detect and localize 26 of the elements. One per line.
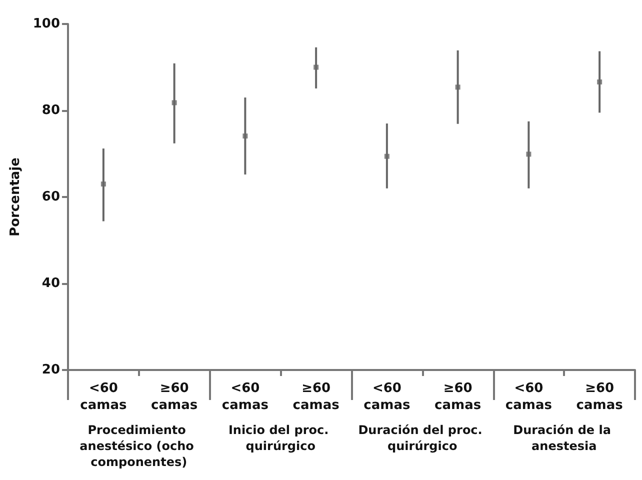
x-tick-label: ≥60 camas bbox=[434, 381, 482, 413]
x-tick-label: <60 camas bbox=[222, 381, 269, 413]
x-tick-label: <60 camas bbox=[505, 381, 552, 413]
point bbox=[526, 152, 532, 157]
text: Duración del proc. quirúrgico bbox=[358, 423, 487, 453]
point bbox=[242, 134, 248, 139]
point bbox=[100, 182, 106, 187]
point bbox=[172, 100, 177, 106]
y-tick-label: 20 bbox=[42, 362, 60, 378]
x-tick-label: <60 camas bbox=[364, 381, 410, 413]
y-axis-title: Porcentaje bbox=[8, 157, 23, 236]
point bbox=[455, 84, 460, 90]
y-tick-label: 40 bbox=[42, 276, 60, 291]
text: Duración de la anestesia bbox=[513, 423, 616, 453]
y-tick-label: 60 bbox=[42, 190, 60, 204]
text: Procedimiento anestésico (ocho componentes) bbox=[80, 423, 198, 469]
point bbox=[384, 154, 390, 159]
x-tick-label: ≥60 camas bbox=[292, 381, 340, 413]
x-tick-label: <60 camas bbox=[80, 381, 127, 413]
point bbox=[597, 79, 602, 84]
point bbox=[314, 64, 319, 70]
y-tick-label: 80 bbox=[42, 103, 60, 118]
y-tick-label: 100 bbox=[32, 16, 60, 32]
x-tick-label: ≥60 camas bbox=[576, 381, 624, 413]
x-tick-label: ≥60 camas bbox=[151, 381, 198, 413]
text: Inicio del proc. quirúrgico bbox=[228, 423, 333, 453]
